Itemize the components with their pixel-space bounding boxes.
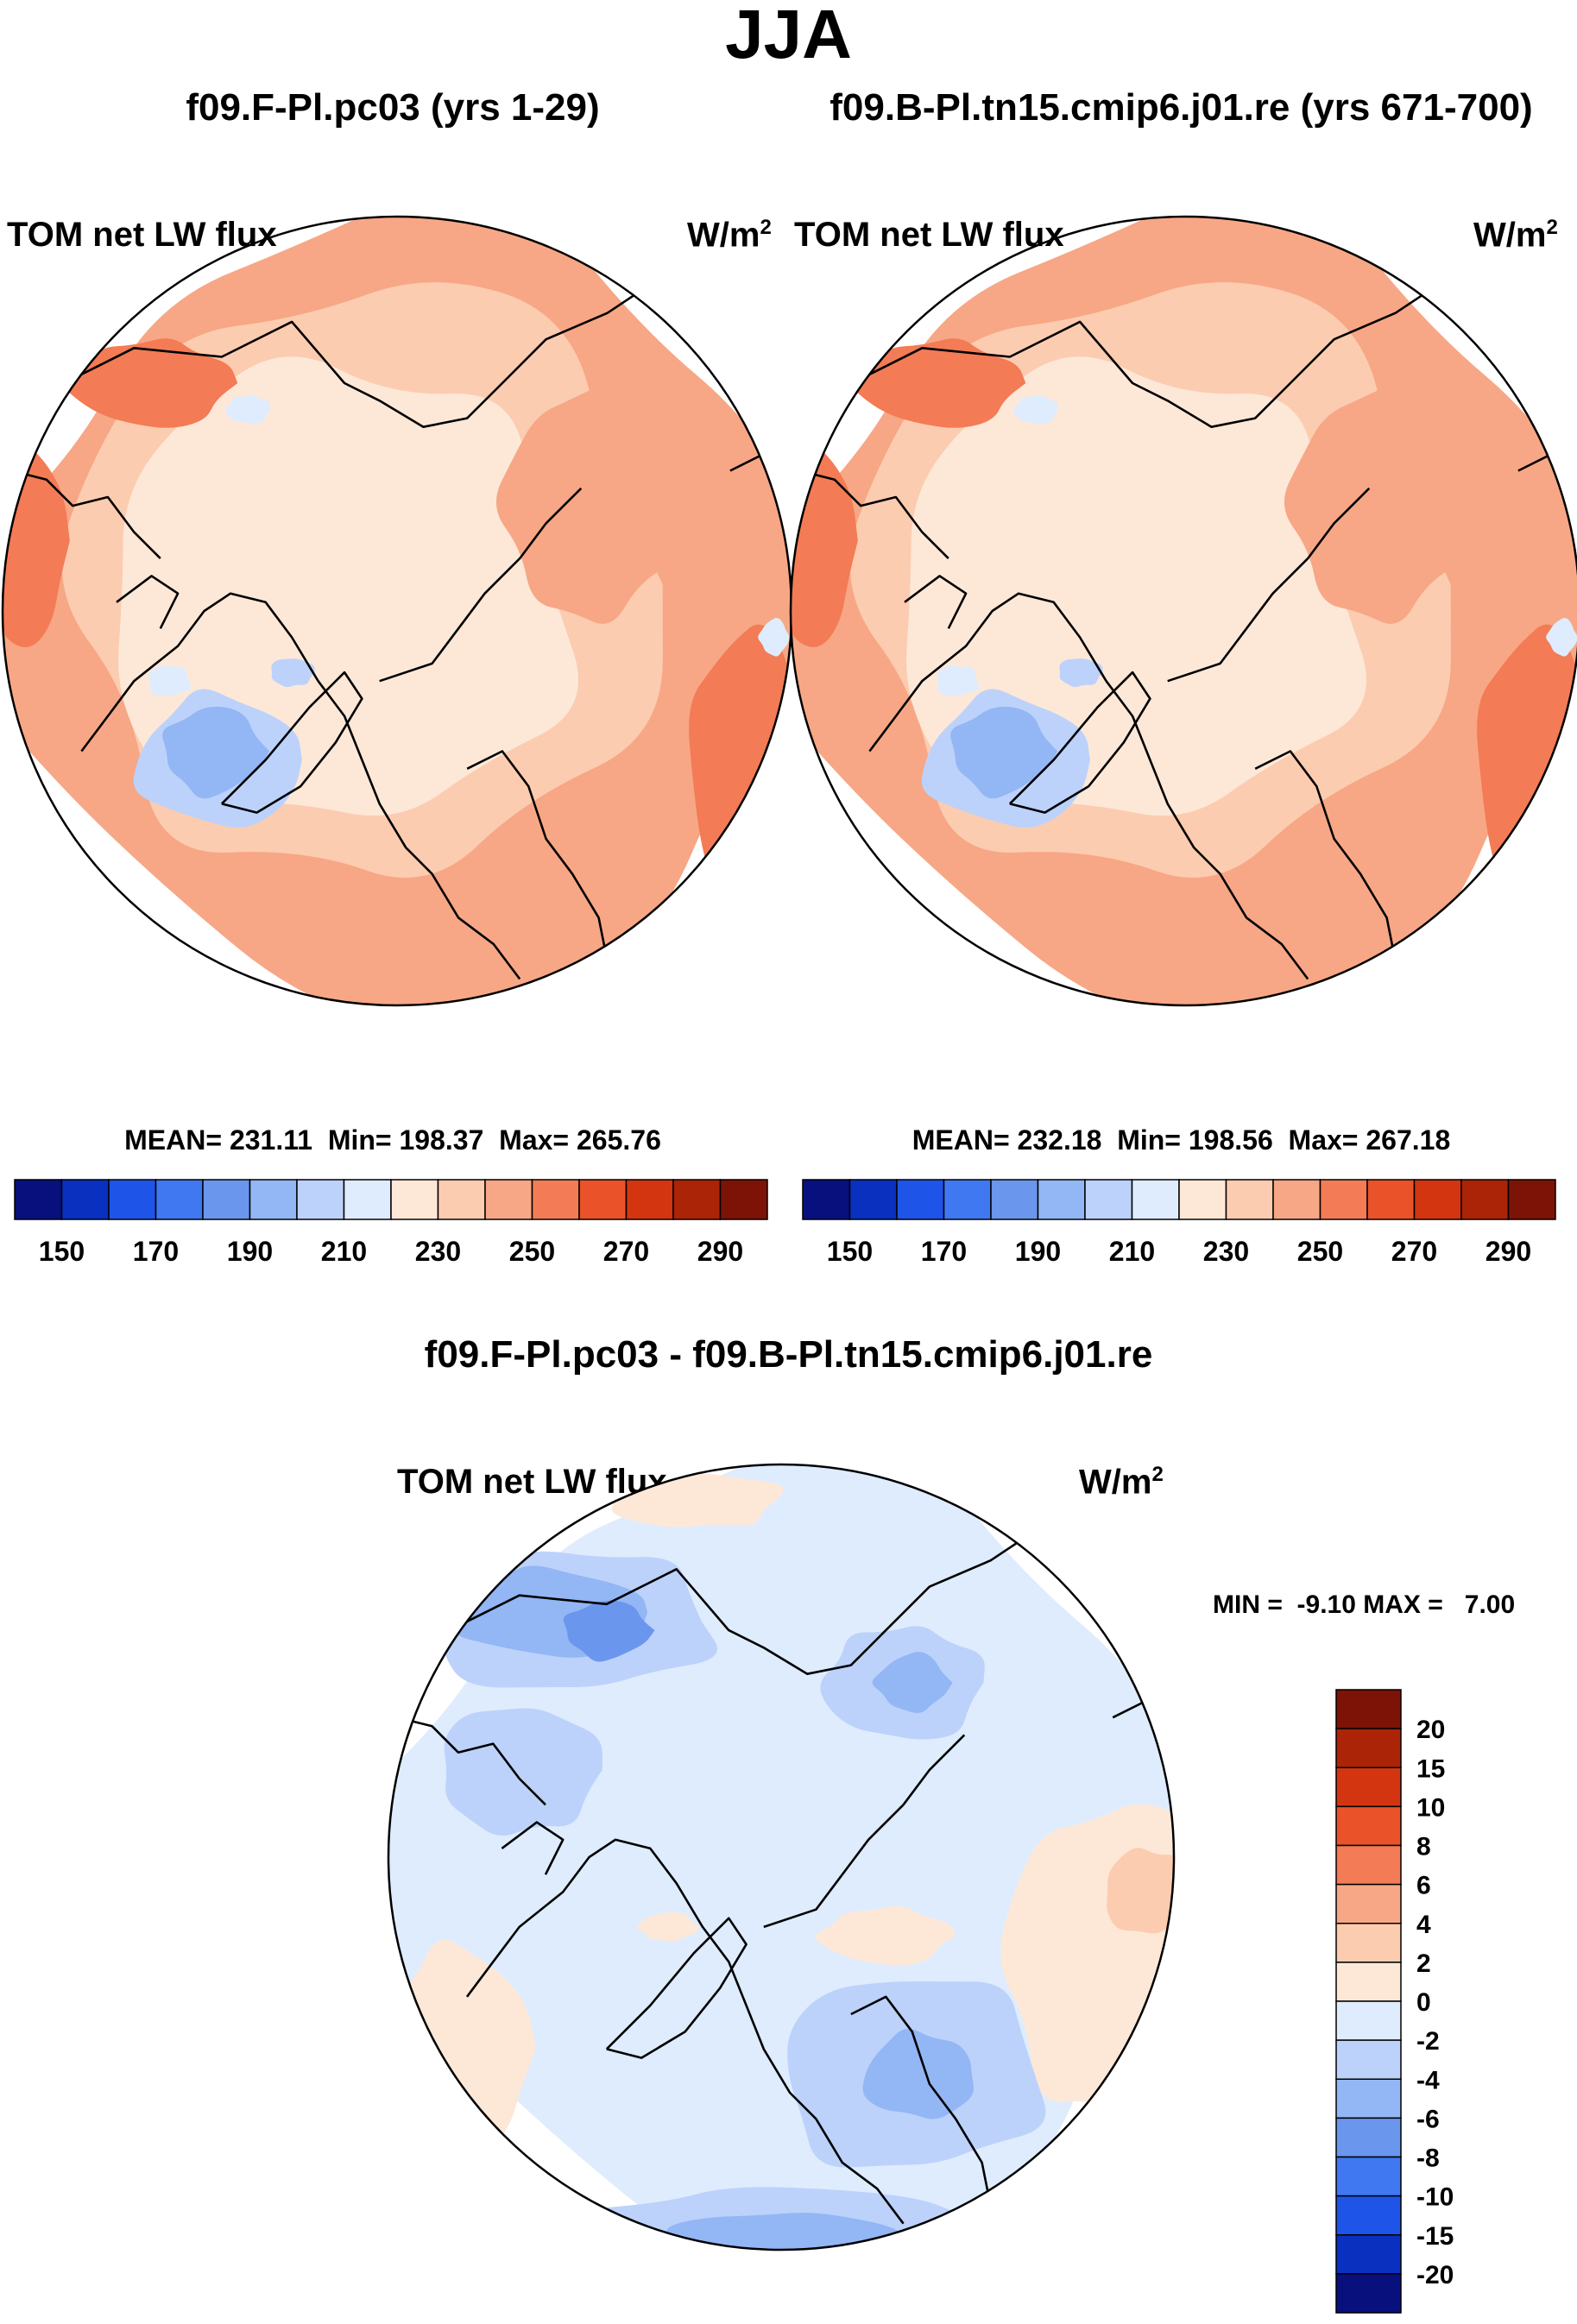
diff-colorbar-tick: 10 (1416, 1793, 1445, 1822)
right-polar-map (789, 215, 1577, 1007)
diff-colorbar-tick: -6 (1416, 2105, 1440, 2133)
left-colorbar-tick: 230 (415, 1236, 461, 1267)
left-colorbar-box (531, 1179, 580, 1220)
left-colorbar-box (14, 1179, 63, 1220)
left-colorbar-box (578, 1179, 628, 1220)
right-colorbar-box (943, 1179, 992, 1220)
diff-variable-label: TOM net LW flux (397, 1463, 667, 1501)
left-polar-map (1, 215, 793, 1007)
left-colorbar-box (60, 1179, 110, 1220)
diff-units-label: W/m2 (1079, 1463, 1164, 1502)
left-colorbar-box (108, 1179, 157, 1220)
diff-colorbar-tick: -20 (1416, 2261, 1454, 2289)
right-colorbar-box (1131, 1179, 1180, 1220)
right-colorbar-box (1460, 1179, 1510, 1220)
diff-colorbar-box (1335, 1923, 1402, 1963)
diff-colorbar-box (1335, 2039, 1402, 2080)
left-panel-title: f09.F-Pl.pc03 (yrs 1-29) (186, 86, 600, 129)
diff-colorbar-box (1335, 1728, 1402, 1768)
right-colorbar-tick: 230 (1203, 1236, 1249, 1267)
right-colorbar-box (1178, 1179, 1227, 1220)
diff-colorbar-tick: 8 (1416, 1833, 1431, 1861)
right-panel-title: f09.B-Pl.tn15.cmip6.j01.re (yrs 671-700) (830, 86, 1533, 129)
left-colorbar-box (672, 1179, 722, 1220)
right-colorbar-box (802, 1179, 851, 1220)
left-colorbar-box (249, 1179, 298, 1220)
right-colorbar-box (1272, 1179, 1322, 1220)
figure-title: JJA (725, 0, 852, 72)
right-colorbar-tick: 250 (1297, 1236, 1343, 1267)
left-colorbar-box (719, 1179, 768, 1220)
right-colorbar-box (1366, 1179, 1416, 1220)
right-colorbar-tick: 150 (827, 1236, 873, 1267)
right-colorbar-tick: 290 (1486, 1236, 1531, 1267)
left-colorbar-box (484, 1179, 533, 1220)
left-stats: MEAN= 231.11 Min= 198.37 Max= 265.76 (124, 1124, 661, 1156)
diff-colorbar-box (1335, 2156, 1402, 2197)
right-colorbar-tick: 210 (1109, 1236, 1155, 1267)
diff-colorbar-tick: 2 (1416, 1949, 1431, 1978)
left-colorbar-tick: 210 (321, 1236, 367, 1267)
diff-colorbar-tick: 15 (1416, 1754, 1445, 1783)
left-colorbar-tick: 190 (227, 1236, 273, 1267)
right-colorbar-box (1319, 1179, 1368, 1220)
right-colorbar-tick: 270 (1391, 1236, 1437, 1267)
left-colorbar-tick: 290 (697, 1236, 743, 1267)
right-colorbar-box (1507, 1179, 1556, 1220)
diff-colorbar-box (1335, 2117, 1402, 2158)
diff-colorbar-tick: 4 (1416, 1911, 1431, 1939)
left-colorbar-tick: 170 (133, 1236, 179, 1267)
diff-colorbar-box (1335, 2273, 1402, 2314)
diff-colorbar-tick: 20 (1416, 1716, 1445, 1744)
left-variable-label: TOM net LW flux (7, 216, 277, 254)
right-colorbar-box (1084, 1179, 1133, 1220)
right-colorbar-box (1413, 1179, 1462, 1220)
diff-colorbar-tick: -15 (1416, 2222, 1454, 2251)
left-colorbar-box (296, 1179, 345, 1220)
diff-stats: MIN = -9.10 MAX = 7.00 (1213, 1590, 1516, 1619)
right-colorbar-box (990, 1179, 1039, 1220)
left-colorbar-box (155, 1179, 204, 1220)
diff-panel-title: f09.F-Pl.pc03 - f09.B-Pl.tn15.cmip6.j01.… (424, 1333, 1153, 1376)
right-variable-label: TOM net LW flux (794, 216, 1064, 254)
diff-colorbar-tick: -8 (1416, 2145, 1440, 2173)
right-colorbar-box (1037, 1179, 1086, 1220)
diff-colorbar-box (1335, 1689, 1402, 1729)
diff-colorbar-box (1335, 2234, 1402, 2275)
right-stats: MEAN= 232.18 Min= 198.56 Max= 267.18 (912, 1124, 1451, 1156)
diff-colorbar-box (1335, 2078, 1402, 2119)
diff-colorbar-tick: -2 (1416, 2027, 1440, 2056)
left-colorbar-box (390, 1179, 439, 1220)
diff-colorbar-tick: -4 (1416, 2066, 1440, 2094)
left-units-label: W/m2 (687, 216, 772, 255)
left-colorbar-box (202, 1179, 251, 1220)
right-colorbar-box (848, 1179, 898, 1220)
diff-colorbar-box (1335, 1883, 1402, 1924)
left-colorbar-tick: 270 (603, 1236, 649, 1267)
left-colorbar-tick: 250 (509, 1236, 555, 1267)
right-colorbar-tick: 170 (921, 1236, 967, 1267)
left-colorbar-box (625, 1179, 674, 1220)
right-colorbar-box (896, 1179, 945, 1220)
diff-colorbar-tick: 6 (1416, 1872, 1431, 1900)
diff-colorbar-box (1335, 1767, 1402, 1808)
left-colorbar-tick: 150 (39, 1236, 85, 1267)
left-colorbar-box (437, 1179, 486, 1220)
right-units-label: W/m2 (1473, 216, 1558, 255)
diff-colorbar-tick: -10 (1416, 2183, 1454, 2212)
right-colorbar-tick: 190 (1015, 1236, 1061, 1267)
diff-colorbar-box (1335, 2000, 1402, 2041)
diff-colorbar-box (1335, 1805, 1402, 1847)
diff-colorbar-box (1335, 1844, 1402, 1886)
left-colorbar-box (343, 1179, 392, 1220)
diff-colorbar-box (1335, 2195, 1402, 2236)
diff-colorbar-tick: 0 (1416, 1988, 1431, 2017)
right-colorbar-box (1225, 1179, 1274, 1220)
diff-polar-map (387, 1463, 1176, 2252)
diff-colorbar-box (1335, 1962, 1402, 2002)
